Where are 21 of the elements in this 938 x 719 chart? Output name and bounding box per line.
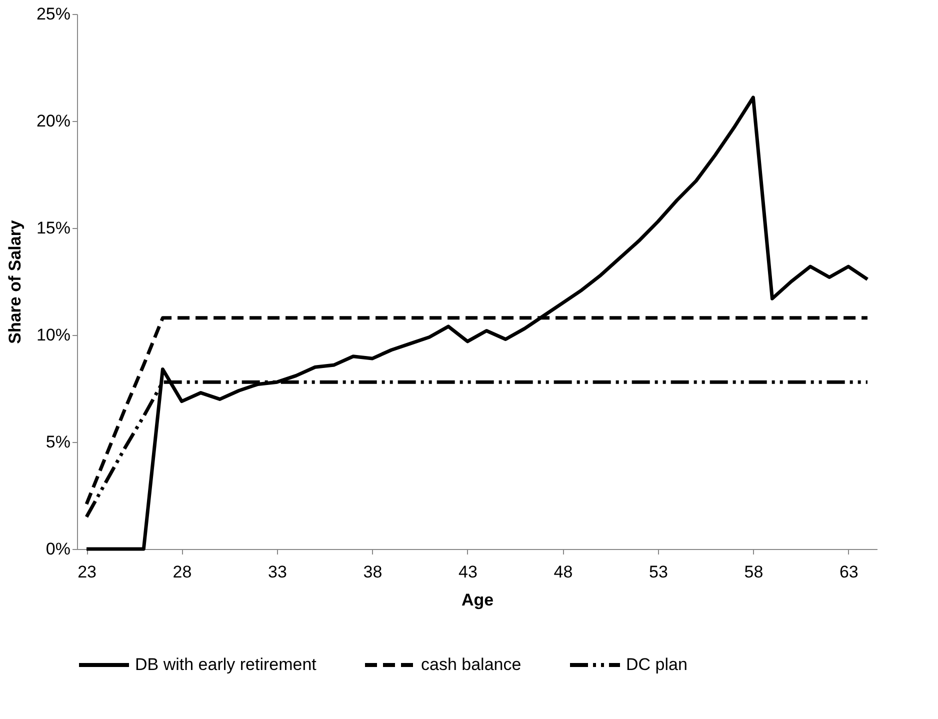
legend-label: DB with early retirement bbox=[135, 655, 317, 674]
y-tick-label: 0% bbox=[46, 540, 70, 558]
line-series bbox=[84, 96, 870, 551]
y-tick-label: 25% bbox=[36, 4, 70, 24]
x-tick-label: 53 bbox=[648, 562, 668, 582]
x-tick-label: 48 bbox=[554, 562, 573, 582]
legend-label: cash balance bbox=[421, 655, 522, 674]
legend-label: DC plan bbox=[626, 655, 688, 674]
y-tick-label: 5% bbox=[46, 432, 70, 452]
x-tick-label: 63 bbox=[839, 562, 858, 582]
x-tick-label: 23 bbox=[78, 562, 96, 582]
y-axis-title: Share of Salary bbox=[5, 220, 24, 344]
y-tick-label: 20% bbox=[36, 112, 70, 130]
x-tick-label: 58 bbox=[744, 562, 764, 582]
y-tick-label: 10% bbox=[36, 326, 70, 344]
x-tick-label: 38 bbox=[363, 562, 382, 582]
x-tick-label: 43 bbox=[458, 562, 478, 582]
y-tick-label: 15% bbox=[36, 218, 70, 238]
x-tick-label: 28 bbox=[172, 562, 192, 582]
x-axis-title: Age bbox=[461, 590, 494, 610]
x-tick-label: 33 bbox=[268, 562, 287, 582]
